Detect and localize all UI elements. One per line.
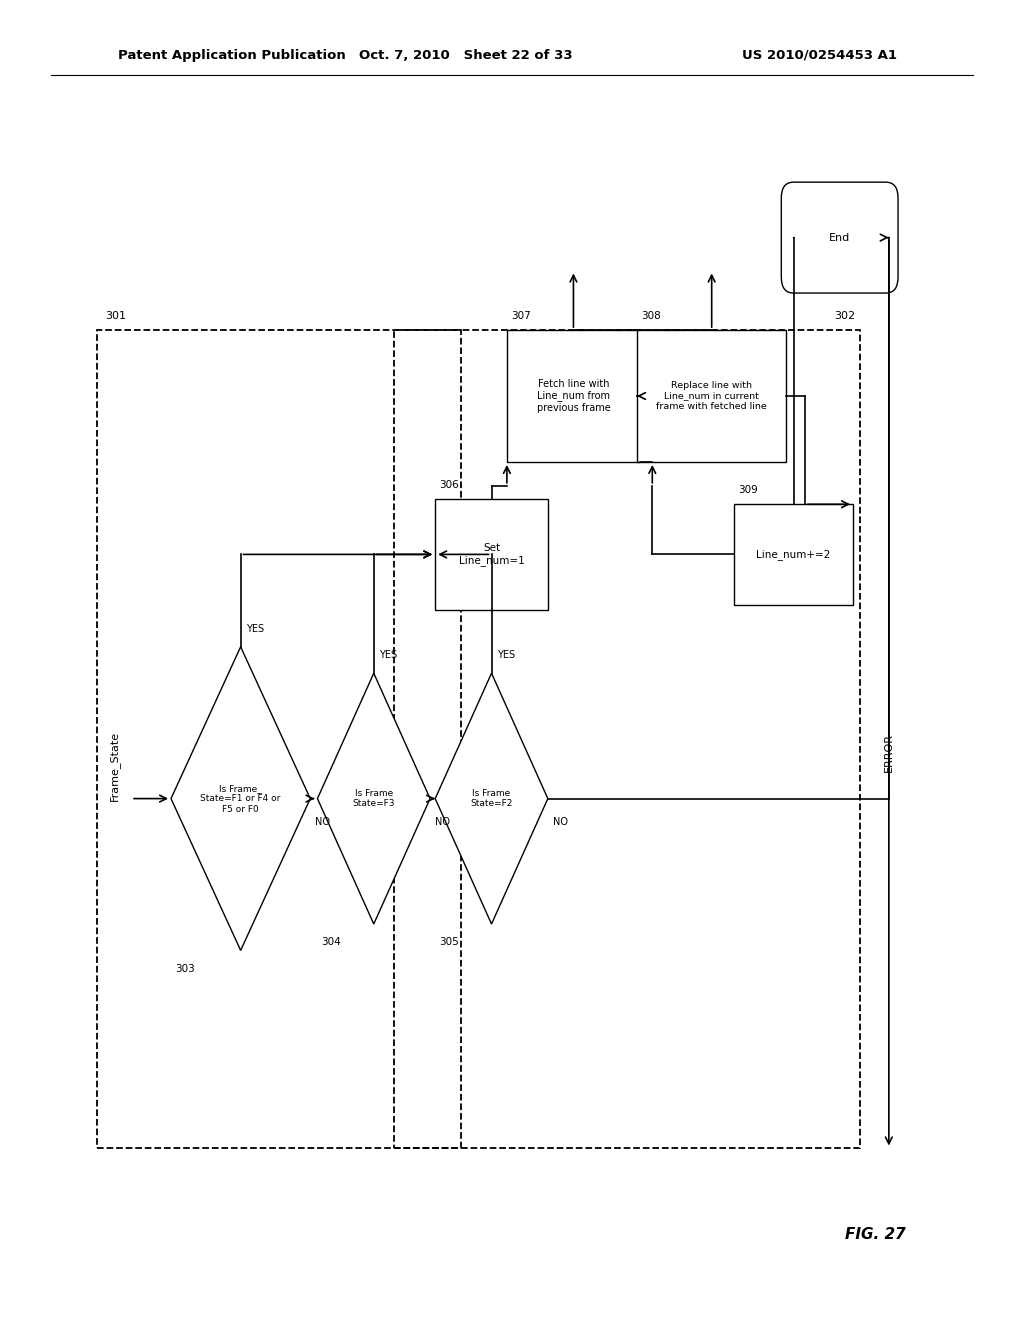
- Text: Line_num+=2: Line_num+=2: [757, 549, 830, 560]
- Text: Replace line with
Line_num in current
frame with fetched line: Replace line with Line_num in current fr…: [656, 381, 767, 411]
- FancyBboxPatch shape: [781, 182, 898, 293]
- Text: 307: 307: [511, 310, 530, 321]
- FancyBboxPatch shape: [507, 330, 640, 462]
- Text: Frame_State: Frame_State: [110, 730, 120, 801]
- Polygon shape: [171, 647, 310, 950]
- Text: YES: YES: [379, 649, 397, 660]
- FancyBboxPatch shape: [734, 504, 853, 605]
- Text: 301: 301: [105, 310, 127, 321]
- Text: Set
Line_num=1: Set Line_num=1: [459, 543, 524, 566]
- Text: Oct. 7, 2010   Sheet 22 of 33: Oct. 7, 2010 Sheet 22 of 33: [359, 49, 572, 62]
- Text: NO: NO: [435, 817, 451, 828]
- Text: NO: NO: [315, 817, 331, 828]
- Text: 305: 305: [439, 937, 459, 948]
- Text: 303: 303: [175, 964, 195, 974]
- Text: Is Frame
State=F2: Is Frame State=F2: [470, 789, 513, 808]
- Text: 309: 309: [738, 484, 758, 495]
- Text: 306: 306: [439, 479, 459, 490]
- Text: 308: 308: [641, 310, 660, 321]
- Text: FIG. 27: FIG. 27: [845, 1226, 906, 1242]
- Text: End: End: [829, 232, 850, 243]
- Polygon shape: [435, 673, 548, 924]
- Text: Patent Application Publication: Patent Application Publication: [118, 49, 345, 62]
- Text: 302: 302: [834, 310, 855, 321]
- Polygon shape: [317, 673, 430, 924]
- Text: YES: YES: [497, 649, 515, 660]
- Text: 304: 304: [322, 937, 341, 948]
- FancyBboxPatch shape: [435, 499, 548, 610]
- Text: NO: NO: [553, 817, 568, 828]
- Text: US 2010/0254453 A1: US 2010/0254453 A1: [741, 49, 897, 62]
- Text: Fetch line with
Line_num from
previous frame: Fetch line with Line_num from previous f…: [537, 379, 610, 413]
- Text: ERROR: ERROR: [884, 733, 894, 772]
- Text: YES: YES: [246, 623, 264, 634]
- FancyBboxPatch shape: [637, 330, 786, 462]
- Text: Is Frame
State=F3: Is Frame State=F3: [352, 789, 395, 808]
- Text: Is Frame_
State=F1 or F4 or
F5 or F0: Is Frame_ State=F1 or F4 or F5 or F0: [201, 784, 281, 813]
